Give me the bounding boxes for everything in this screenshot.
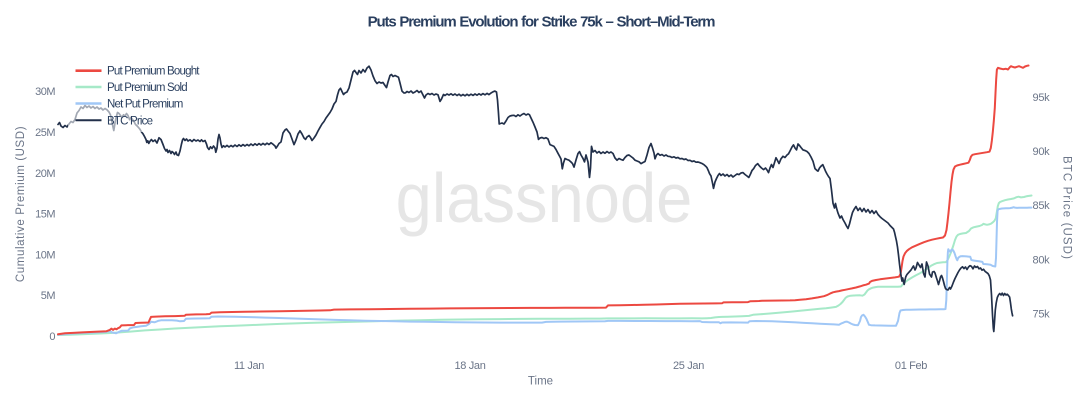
svg-text:30M: 30M bbox=[35, 86, 55, 98]
svg-text:5M: 5M bbox=[41, 290, 56, 302]
svg-text:11 Jan: 11 Jan bbox=[234, 360, 264, 372]
svg-text:90k: 90k bbox=[1033, 146, 1051, 158]
svg-text:01 Feb: 01 Feb bbox=[895, 360, 927, 372]
svg-text:Puts Premium Evolution for Str: Puts Premium Evolution for Strike 75k – … bbox=[368, 14, 715, 31]
svg-text:80k: 80k bbox=[1033, 254, 1051, 266]
svg-text:10M: 10M bbox=[35, 249, 55, 261]
svg-text:Net Put Premium: Net Put Premium bbox=[107, 99, 183, 111]
svg-text:Time: Time bbox=[528, 376, 553, 388]
svg-text:15M: 15M bbox=[35, 209, 55, 221]
svg-text:Put Premium Sold: Put Premium Sold bbox=[107, 82, 187, 94]
svg-text:Put Premium Bought: Put Premium Bought bbox=[107, 66, 200, 78]
svg-text:75k: 75k bbox=[1033, 308, 1051, 320]
svg-text:25 Jan: 25 Jan bbox=[673, 360, 704, 372]
svg-text:20M: 20M bbox=[35, 168, 55, 180]
svg-text:85k: 85k bbox=[1033, 200, 1051, 212]
svg-text:BTC Price: BTC Price bbox=[107, 115, 153, 127]
svg-text:0: 0 bbox=[49, 331, 55, 343]
svg-text:18 Jan: 18 Jan bbox=[455, 360, 486, 372]
svg-text:95k: 95k bbox=[1033, 92, 1051, 104]
svg-text:BTC Price (USD): BTC Price (USD) bbox=[1060, 156, 1072, 260]
svg-text:25M: 25M bbox=[35, 127, 55, 139]
svg-text:Cumulative Premium (USD): Cumulative Premium (USD) bbox=[15, 126, 27, 282]
svg-text:glassnode: glassnode bbox=[396, 160, 693, 238]
